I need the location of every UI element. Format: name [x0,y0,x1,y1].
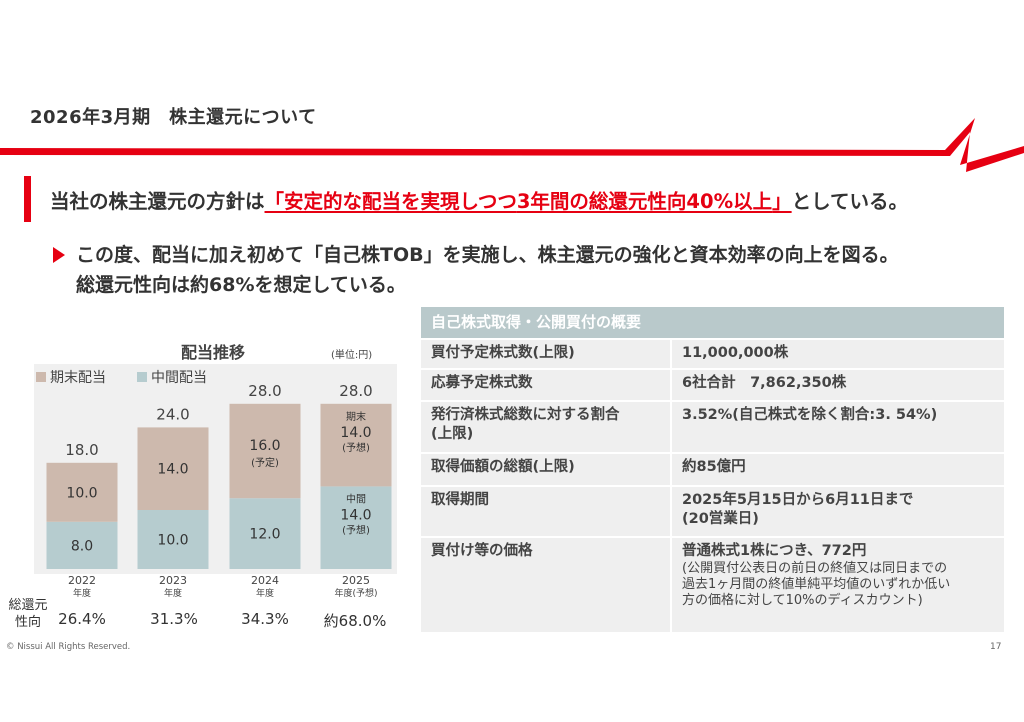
row-value: 3.52%(自己株式を除く割合:3. 54%) [682,407,938,423]
row-value-line-2: (20営業日) [682,511,759,527]
payout-ratio-2024: 34.3% [241,610,289,628]
row-key: 発行済株式総数に対する割合 (上限) [421,402,672,452]
row-value-note-1: (公開買付公表日の前日の終値又は同日までの [682,561,948,576]
row-key-line-2: (上限) [431,426,474,442]
x-tick-year-0: 2022 [68,574,96,587]
table-row: 取得期間 2025年5月15日から6月11日まで (20営業日) [421,485,1004,536]
payout-ratio-2023: 31.3% [150,610,198,628]
bullet-triangle-icon [53,247,65,263]
policy-highlight-c: 」 [772,190,792,213]
x-tick-sub-1: 年度 [164,587,182,599]
row-value: 6社合計 7,862,350株 [682,375,847,391]
x-tick-sub-0: 年度 [73,587,91,599]
page-title: 2026年3月期 株主還元について [30,107,317,128]
row-value-note-3: 方の価格に対して10%のディスカウント) [682,593,923,608]
legend-mid-swatch [137,372,147,382]
x-tick-year-3: 2025 [342,574,370,587]
chart-unit: (単位:円) [331,350,373,361]
chart-area [34,364,397,574]
row-key: 買付け等の価格 [421,538,672,632]
tob-summary-header: 自己株式取得・公開買付の概要 [421,307,1004,338]
bullet-line-2: 総還元性向は約68%を想定している。 [76,274,406,296]
policy-accent-bar [24,176,31,222]
row-value-line-1: 普通株式1株につき、772円 [682,543,867,559]
bullet-line-1: この度、配当に加え初めて「自己株TOB」を実施し、株主還元の強化と資本効率の向上… [76,244,899,266]
row-value: 普通株式1株につき、772円 (公開買付公表日の前日の終値又は同日までの 過去1… [672,538,1004,632]
table-row: 発行済株式総数に対する割合 (上限) 3.52%(自己株式を除く割合:3. 54%… [421,400,1004,452]
legend-mid-label: 中間配当 [151,370,207,386]
row-value-line-1: 2025年5月15日から6月11日まで [682,492,914,508]
policy-pre: 当社の株主還元の方針は [50,190,265,213]
row-key-line-1: 発行済株式総数に対する割合 [431,407,620,423]
row-key: 買付予定株式数(上限) [421,340,672,368]
payout-label: 総還元 性向 [2,597,54,631]
legend-end-label: 期末配当 [50,370,106,386]
payout-label-line-1: 総還元 [8,598,48,613]
policy-highlight-b: 3年間の総還元性向40%以上 [516,190,773,213]
table-row: 取得価額の総額(上限) 約85億円 [421,452,1004,485]
legend-end: 期末配当 [36,367,106,387]
legend-end-swatch [36,372,46,382]
table-row: 応募予定株式数 6社合計 7,862,350株 [421,368,1004,400]
x-tick-sub-2: 年度 [256,587,274,599]
table-row: 買付け等の価格 普通株式1株につき、772円 (公開買付公表日の前日の終値又は同… [421,536,1004,632]
table-row: 買付予定株式数(上限) 11,000,000株 [421,338,1004,368]
policy-post: としている。 [791,190,909,213]
row-value: 11,000,000株 [682,345,789,361]
payout-ratio-2025: 約68.0% [323,612,387,630]
x-tick-year-1: 2023 [159,574,187,587]
x-tick-year-2: 2024 [251,574,279,587]
bullet-text: この度、配当に加え初めて「自己株TOB」を実施し、株主還元の強化と資本効率の向上… [76,240,1016,300]
chart-title: 配当推移 [181,343,246,362]
row-key: 取得価額の総額(上限) [421,454,672,485]
payout-ratio-2022: 26.4% [58,610,106,628]
header-red-stripe [0,118,1024,172]
x-tick-sub-3: 年度(予想) [334,587,377,599]
row-value: 約85億円 [682,459,746,475]
policy-statement: 当社の株主還元の方針は「安定的な配当を実現しつつ3年間の総還元性向40%以上」と… [50,185,908,214]
payout-label-line-2: 性向 [14,615,41,630]
row-key: 取得期間 [421,487,672,536]
copyright: © Nissui All Rights Reserved. [6,642,131,652]
row-value: 2025年5月15日から6月11日まで (20営業日) [672,487,1004,536]
row-value-note-2: 過去1ヶ月間の終値単純平均値のいずれか低い [682,577,951,592]
policy-highlight-a: 「安定的な配当を実現しつつ [264,190,517,213]
page-number: 17 [990,642,1002,652]
row-key: 応募予定株式数 [421,370,672,400]
legend-mid: 中間配当 [137,367,207,387]
